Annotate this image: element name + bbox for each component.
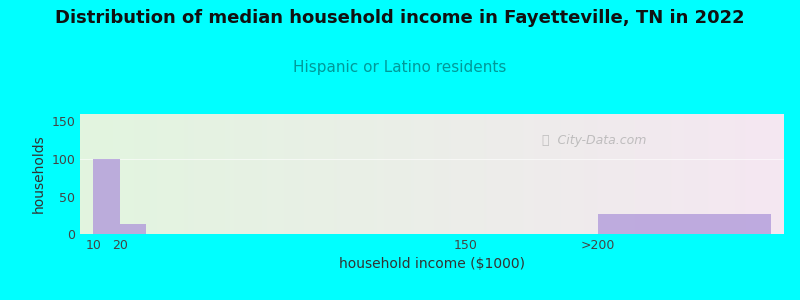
Text: Hispanic or Latino residents: Hispanic or Latino residents (294, 60, 506, 75)
Y-axis label: households: households (32, 135, 46, 213)
Bar (94, 159, 120, 234)
Text: ⓘ  City-Data.com: ⓘ City-Data.com (542, 134, 646, 147)
Bar (120, 224, 146, 234)
Text: Distribution of median household income in Fayetteville, TN in 2022: Distribution of median household income … (55, 9, 745, 27)
Bar (598, 214, 770, 234)
X-axis label: household income ($1000): household income ($1000) (339, 257, 525, 272)
